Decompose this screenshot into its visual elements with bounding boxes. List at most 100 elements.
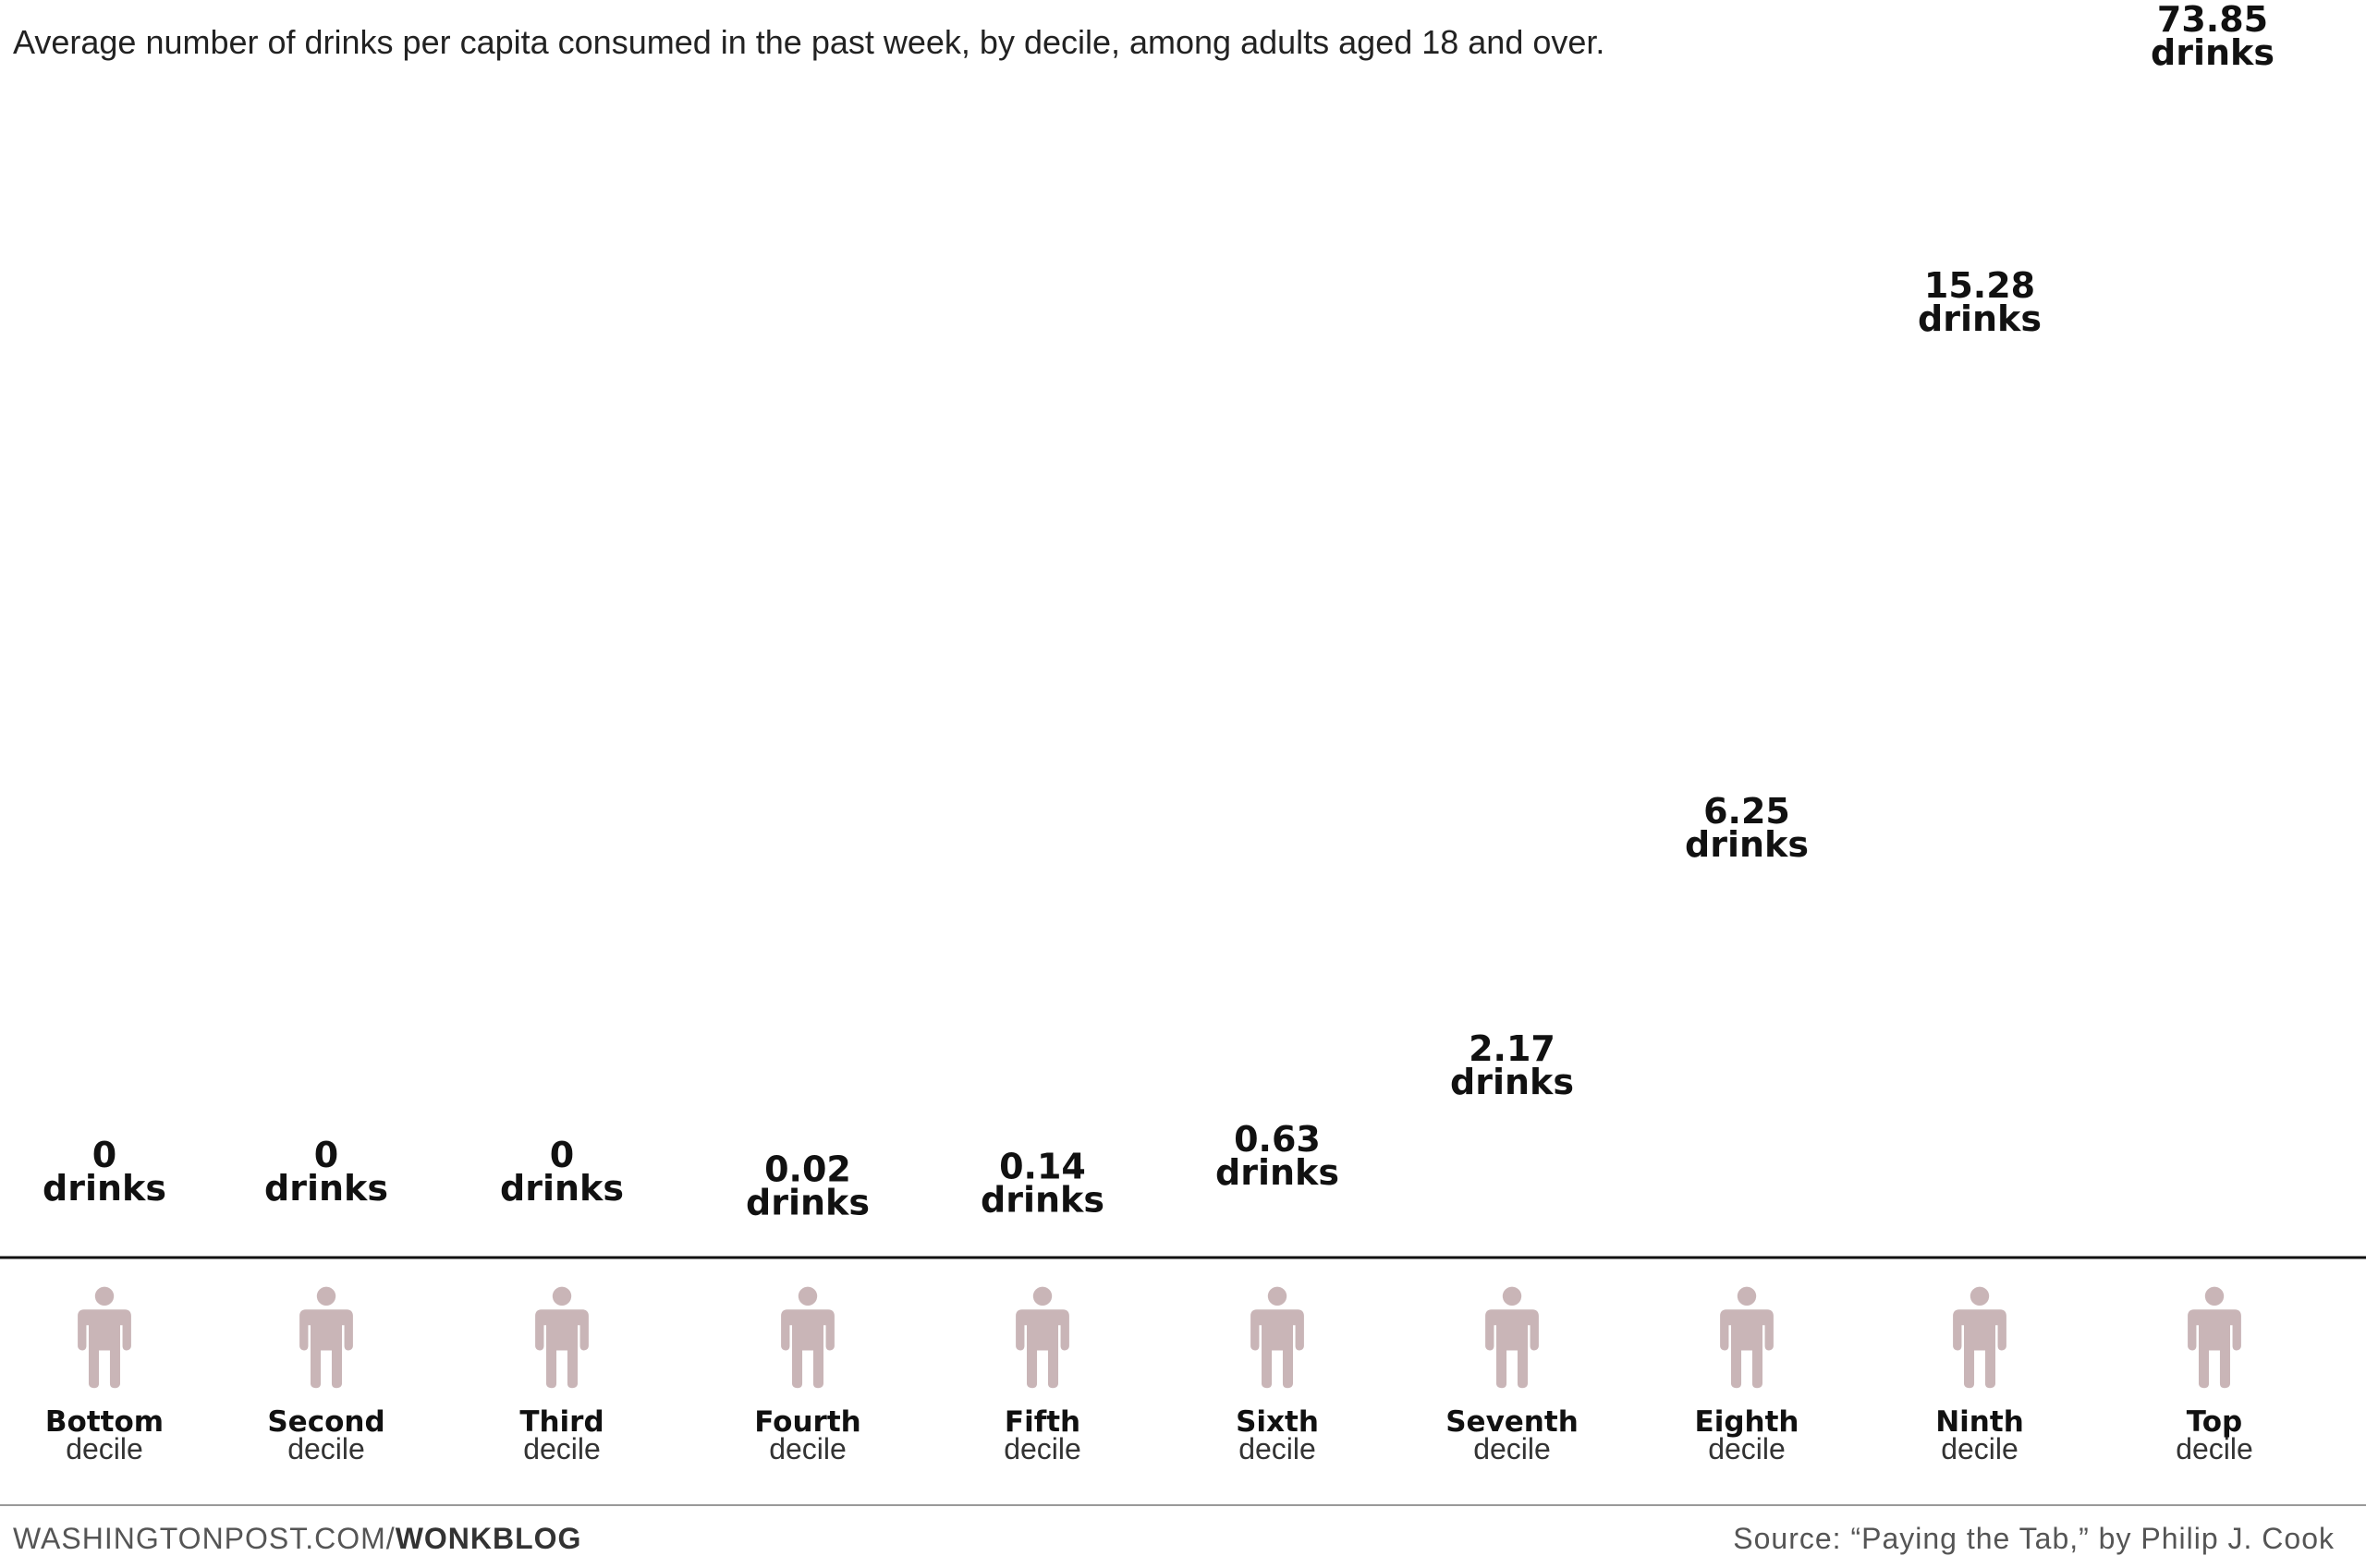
martini-glass-icon bbox=[1722, 907, 1772, 960]
beer-glass-icon bbox=[2229, 1085, 2262, 1134]
wine-glass-icon bbox=[2161, 854, 2203, 904]
beer-glass-icon bbox=[2165, 1085, 2199, 1134]
beer-mug-icon bbox=[2096, 737, 2144, 788]
martini-glass-icon bbox=[1487, 1198, 1537, 1251]
wine-glass-icon bbox=[2225, 1143, 2267, 1192]
beer-glass-icon bbox=[2229, 219, 2262, 267]
martini-glass-icon bbox=[1955, 907, 2005, 960]
martini-glass-icon bbox=[1955, 616, 2005, 669]
martini-glass-icon bbox=[2221, 910, 2271, 962]
wine-glass-icon bbox=[2286, 1143, 2328, 1192]
martini-glass-icon bbox=[2157, 1198, 2207, 1251]
decile-suffix: decile bbox=[2176, 1432, 2253, 1465]
value-label-unit: drinks bbox=[1450, 1062, 1574, 1102]
decile-name: Eighth bbox=[1695, 1405, 1799, 1439]
beer-bottle-icon bbox=[2169, 390, 2195, 443]
beer-glass-icon bbox=[2165, 507, 2199, 556]
wine-glass-icon bbox=[2161, 276, 2203, 326]
beer-glass-icon bbox=[1730, 1084, 1763, 1133]
wine-glass-icon bbox=[2161, 1143, 2203, 1192]
person-icon bbox=[2188, 1286, 2241, 1389]
martini-glass-icon bbox=[2282, 910, 2332, 962]
beer-glass-icon bbox=[2229, 507, 2262, 556]
person-icon bbox=[535, 1286, 589, 1389]
decile-name: Fourth bbox=[754, 1405, 860, 1439]
chart-title: Average number of drinks per capita cons… bbox=[13, 23, 1604, 61]
beer-bottle-icon bbox=[2169, 679, 2195, 731]
value-label-unit: drinks bbox=[1685, 824, 1809, 865]
value-label-unit: drinks bbox=[264, 1168, 388, 1209]
footer-site: WASHINGTONPOST.COM/WONKBLOG bbox=[13, 1522, 581, 1555]
value-label-unit: drinks bbox=[1215, 1152, 1339, 1193]
beer-mug-icon bbox=[2285, 455, 2333, 499]
beer-mug-icon bbox=[2160, 160, 2208, 211]
beer-bottle-icon bbox=[2105, 390, 2131, 443]
decile-suffix: decile bbox=[1473, 1432, 1551, 1465]
beer-mug-icon bbox=[2285, 1026, 2333, 1076]
beer-mug-icon bbox=[2285, 737, 2333, 788]
wine-glass-icon bbox=[1491, 1142, 1533, 1192]
wine-glass-icon bbox=[2097, 1143, 2140, 1192]
martini-glass-icon bbox=[1722, 1198, 1772, 1251]
beer-bottle-icon bbox=[2294, 967, 2320, 1020]
wine-glass-icon bbox=[2097, 276, 2140, 326]
wine-glass-icon bbox=[2097, 565, 2140, 614]
beer-mug-icon bbox=[1725, 1025, 1773, 1076]
beer-glass-icon bbox=[2290, 507, 2323, 556]
wine-glass-icon bbox=[2225, 565, 2267, 614]
beer-mug-icon bbox=[1957, 443, 2006, 493]
beer-bottle-icon bbox=[2294, 679, 2320, 731]
beer-glass-icon bbox=[2229, 796, 2262, 845]
beer-bottle-icon bbox=[2233, 102, 2259, 153]
beer-glass-icon bbox=[2102, 1085, 2135, 1134]
decile-suffix: decile bbox=[1941, 1432, 2018, 1465]
beer-bottle-icon bbox=[1734, 966, 1760, 1018]
beer-bottle-icon bbox=[2233, 967, 2259, 1020]
person-icon bbox=[299, 1286, 353, 1389]
person-icon bbox=[78, 1286, 131, 1389]
beer-glass-icon bbox=[2102, 796, 2135, 845]
decile-suffix: decile bbox=[1004, 1432, 1081, 1465]
footer-source: Source: “Paying the Tab,” by Philip J. C… bbox=[1733, 1522, 2335, 1555]
footer-site-url: WASHINGTONPOST.COM/ bbox=[13, 1522, 396, 1555]
beer-glass-icon bbox=[1963, 1084, 1996, 1133]
decile-suffix: decile bbox=[769, 1432, 847, 1465]
beer-mug-icon bbox=[2160, 1026, 2208, 1076]
martini-glass-icon bbox=[2093, 621, 2143, 674]
footer-section: WONKBLOG bbox=[396, 1522, 582, 1555]
decile-name: Third bbox=[519, 1405, 604, 1439]
wine-glass-icon bbox=[2286, 565, 2328, 614]
decile-name: Bottom bbox=[45, 1405, 164, 1439]
beer-mug-icon bbox=[2224, 160, 2272, 211]
value-label-number: 0.14 bbox=[999, 1147, 1086, 1187]
martini-glass-icon bbox=[2157, 910, 2207, 962]
beer-mug-icon bbox=[2096, 1026, 2144, 1076]
decile-suffix: decile bbox=[287, 1432, 365, 1465]
beer-bottle-icon bbox=[2105, 967, 2131, 1020]
decile-name: Top bbox=[2187, 1405, 2243, 1439]
beer-bottle-icon bbox=[2105, 679, 2131, 731]
value-label-unit: drinks bbox=[746, 1183, 870, 1223]
beer-glass-icon bbox=[1963, 502, 1996, 551]
beer-mug-icon bbox=[1957, 734, 2006, 784]
beer-glass-icon bbox=[1963, 793, 1996, 842]
value-label-unit: drinks bbox=[2151, 32, 2275, 73]
wine-glass-icon bbox=[2161, 565, 2203, 614]
person-icon bbox=[1485, 1286, 1539, 1389]
value-label-number: 73.85 bbox=[2157, 0, 2268, 40]
value-label-number: 0 bbox=[314, 1135, 338, 1175]
beer-bottle-icon bbox=[1967, 383, 1993, 436]
decile-suffix: decile bbox=[523, 1432, 601, 1465]
value-label-number: 15.28 bbox=[1924, 265, 2035, 306]
beer-glass-icon bbox=[2102, 507, 2135, 556]
wine-glass-icon bbox=[1958, 851, 2001, 901]
martini-glass-icon bbox=[1955, 1198, 2005, 1251]
beer-bottle-icon bbox=[2233, 390, 2259, 443]
person-icon bbox=[1953, 1286, 2006, 1389]
beer-bottle-icon bbox=[1967, 675, 1993, 727]
martini-glass-icon bbox=[1252, 1218, 1302, 1251]
beer-bottle-icon bbox=[1967, 966, 1993, 1018]
value-label-number: 2.17 bbox=[1469, 1028, 1555, 1069]
